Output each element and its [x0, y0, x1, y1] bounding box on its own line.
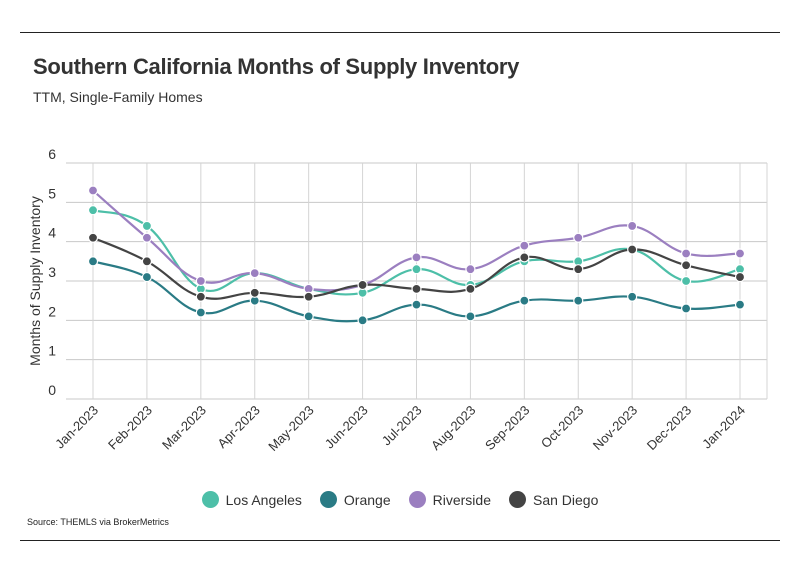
data-point-san-diego: [195, 291, 206, 302]
x-tick-label: Feb-2023: [105, 403, 155, 453]
data-point-riverside: [680, 248, 692, 259]
data-point-san-diego: [249, 287, 260, 298]
data-point-riverside: [573, 232, 584, 243]
x-tick-label: May-2023: [265, 403, 316, 454]
data-point-riverside: [87, 185, 99, 196]
legend-swatch-los-angeles: [201, 491, 219, 508]
y-tick-label: 4: [48, 225, 56, 241]
data-point-orange: [465, 311, 476, 322]
data-point-riverside: [249, 268, 260, 279]
data-point-san-diego: [519, 252, 530, 263]
data-point-san-diego: [680, 260, 692, 271]
y-tick-label: 6: [48, 146, 56, 162]
data-point-san-diego: [303, 291, 314, 302]
data-point-orange: [411, 299, 422, 310]
chart-title: Southern California Months of Supply Inv…: [33, 54, 520, 79]
legend-item-los-angeles: Los Angeles: [201, 491, 302, 508]
data-point-riverside: [195, 275, 206, 287]
chart-legend: Los Angeles Orange Riverside San Diego: [0, 491, 800, 508]
data-point-san-diego: [465, 283, 476, 294]
legend-label-orange: Orange: [343, 491, 391, 508]
data-point-riverside: [465, 264, 476, 275]
legend-item-riverside: Riverside: [408, 491, 491, 508]
data-point-san-diego: [627, 244, 638, 255]
y-axis-title: Months of Supply Inventory: [27, 196, 43, 366]
legend-swatch-riverside: [408, 491, 426, 508]
data-point-san-diego: [411, 283, 422, 294]
data-point-san-diego: [734, 271, 746, 283]
bottom-rule: [20, 540, 780, 541]
legend-swatch-orange: [319, 491, 337, 508]
x-tick-label: Jan-2024: [699, 403, 748, 452]
data-point-san-diego: [87, 232, 99, 243]
data-point-san-diego: [573, 264, 584, 275]
x-tick-label: Aug-2023: [428, 403, 478, 453]
x-tick-label: Jun-2023: [322, 403, 371, 452]
data-point-orange: [519, 295, 530, 306]
x-tick-label: Dec-2023: [644, 403, 694, 453]
x-tick-label: Nov-2023: [590, 403, 640, 453]
top-rule: [20, 32, 780, 33]
y-tick-label: 3: [48, 264, 56, 280]
data-point-orange: [573, 295, 584, 306]
legend-swatch-san-diego: [508, 491, 526, 508]
y-tick-label: 2: [48, 303, 56, 319]
data-point-orange: [141, 271, 153, 283]
y-tick-label: 1: [48, 343, 56, 359]
chart-subtitle: TTM, Single-Family Homes: [33, 89, 203, 105]
legend-item-san-diego: San Diego: [508, 491, 599, 508]
x-tick-label: Apr-2023: [214, 403, 262, 451]
y-tick-label: 5: [48, 185, 56, 201]
data-point-los-angeles: [680, 275, 692, 287]
x-tick-label: Jan-2023: [52, 403, 101, 452]
data-point-los-angeles: [87, 205, 99, 216]
data-point-orange: [627, 291, 638, 302]
x-tick-label: Jul-2023: [379, 403, 425, 449]
data-point-orange: [303, 311, 314, 322]
legend-label-san-diego: San Diego: [532, 491, 599, 508]
legend-item-orange: Orange: [319, 491, 391, 508]
data-point-orange: [87, 256, 99, 267]
data-point-orange: [680, 303, 692, 314]
legend-label-los-angeles: Los Angeles: [225, 491, 302, 508]
data-point-los-angeles: [411, 264, 422, 275]
data-point-san-diego: [141, 256, 153, 267]
data-point-san-diego: [357, 279, 368, 291]
data-point-orange: [357, 315, 368, 326]
legend-label-riverside: Riverside: [432, 491, 491, 508]
x-tick-label: Sep-2023: [482, 403, 532, 453]
source-note: Source: THEMLS via BrokerMetrics: [27, 517, 169, 527]
y-tick-label: 0: [48, 382, 56, 398]
data-point-orange: [734, 299, 746, 310]
data-point-riverside: [627, 220, 638, 232]
data-point-riverside: [141, 232, 153, 243]
x-tick-label: Oct-2023: [538, 403, 586, 451]
data-point-orange: [195, 307, 206, 318]
data-point-los-angeles: [141, 220, 153, 232]
data-point-riverside: [734, 248, 746, 259]
data-point-riverside: [519, 240, 530, 251]
x-tick-label: Mar-2023: [159, 403, 209, 453]
data-point-riverside: [411, 252, 422, 263]
